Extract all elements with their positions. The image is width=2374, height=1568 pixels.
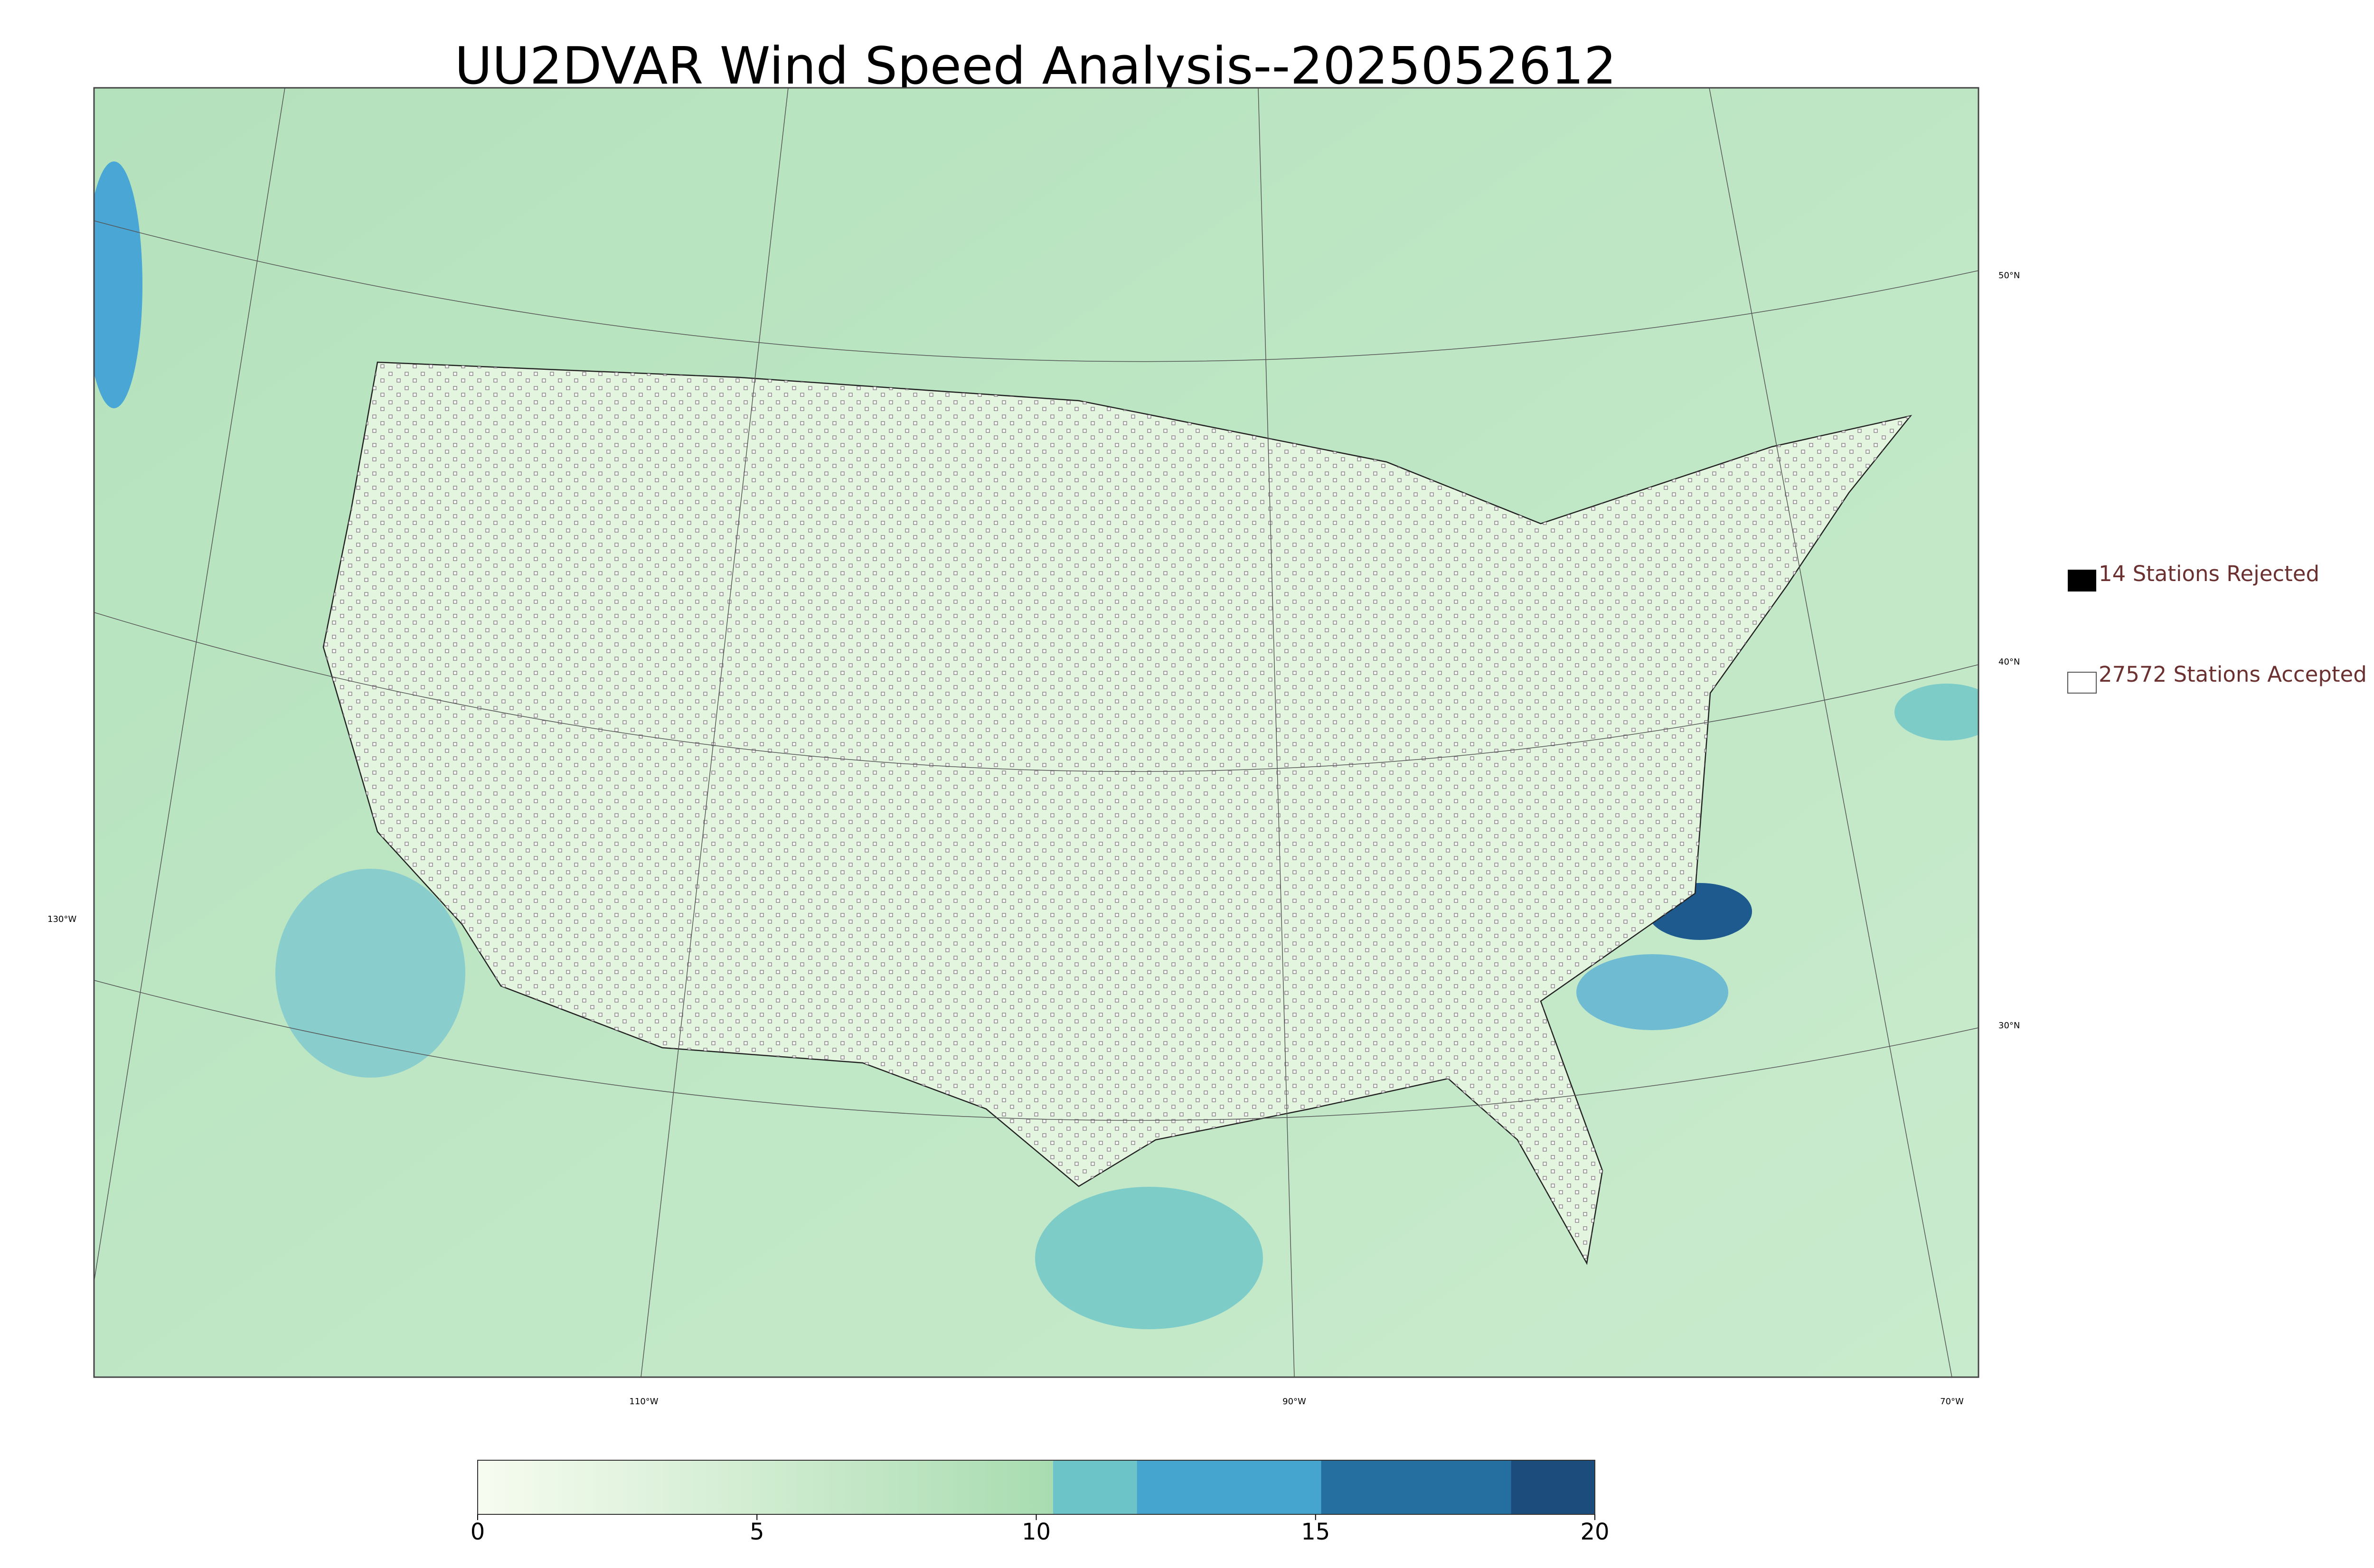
wind-region — [275, 869, 465, 1078]
legend-accepted-swatch — [2067, 672, 2097, 694]
colorbar-tick-label: 5 — [750, 1519, 764, 1545]
colorbar-band — [1137, 1460, 1321, 1514]
map-area — [94, 88, 1978, 1377]
colorbar-tick-label: 20 — [1580, 1519, 1609, 1545]
latitude-label: 30°N — [1998, 1021, 2020, 1031]
latitude-label: 50°N — [1998, 271, 2020, 281]
graticule — [94, 612, 1978, 772]
wind-region — [1576, 954, 1728, 1030]
colorbar-band — [478, 1460, 1053, 1514]
colorbar: 0 5 10 15 20 — [471, 1460, 1610, 1545]
graticule — [1709, 88, 1952, 1377]
colorbar-band — [1511, 1460, 1595, 1514]
colorbar-tick-label: 10 — [1022, 1519, 1051, 1545]
map-title: UU2DVAR Wind Speed Analysis--2025052612 — [455, 37, 1617, 96]
graticule — [94, 220, 1978, 362]
wind-region — [94, 161, 142, 408]
legend-rejected-swatch — [2068, 570, 2096, 592]
colorbar-tick-label: 0 — [471, 1519, 485, 1545]
wind-region — [1035, 1187, 1263, 1329]
graticule — [1258, 88, 1295, 1377]
graticule — [641, 88, 789, 1377]
longitude-label: 70°W — [1940, 1397, 1964, 1407]
station-markers — [323, 362, 1911, 1263]
colorbar-band — [1321, 1460, 1511, 1514]
graticule — [94, 88, 285, 1282]
colorbar-tick-label: 15 — [1301, 1519, 1330, 1545]
legend-rejected: 14 Stations Rejected — [2099, 561, 2319, 586]
latitude-label: 40°N — [1998, 657, 2020, 667]
wind-region — [1894, 684, 1978, 741]
colorbar-band — [1053, 1460, 1137, 1514]
graticule — [94, 980, 1978, 1121]
longitude-label: 130°W — [47, 914, 76, 924]
map-frame — [93, 87, 1979, 1378]
longitude-label: 90°W — [1282, 1397, 1306, 1407]
legend-accepted: 27572 Stations Accepted — [2099, 662, 2367, 687]
longitude-label: 110°W — [629, 1397, 658, 1407]
